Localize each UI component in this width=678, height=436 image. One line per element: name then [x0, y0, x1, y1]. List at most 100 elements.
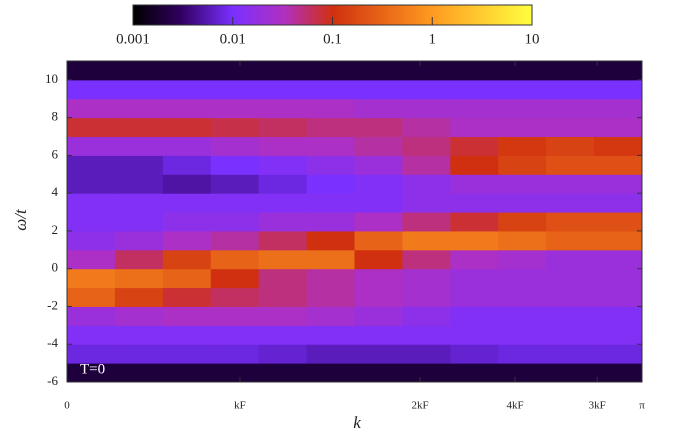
heatmap-cell — [594, 249, 643, 270]
heatmap-cell — [546, 363, 595, 383]
heatmap-cell — [67, 325, 116, 345]
plot-frame — [66, 60, 643, 383]
heatmap-cell — [114, 212, 164, 232]
heatmap-cell — [450, 136, 499, 156]
heatmap-cell — [450, 344, 499, 364]
x-tick-label: 0 — [64, 400, 70, 412]
heatmap-cell — [258, 363, 308, 383]
heatmap-cell — [67, 306, 116, 326]
y-tick-label: -2 — [47, 297, 58, 312]
heatmap-cell — [162, 79, 212, 100]
heatmap-cell — [450, 268, 499, 289]
heatmap-cell — [306, 344, 355, 364]
heatmap-cell — [210, 268, 260, 289]
heatmap-cell — [594, 136, 643, 156]
heatmap-cell — [114, 268, 164, 289]
heatmap-cell — [67, 61, 116, 81]
annotation: T=0 — [80, 361, 105, 377]
heatmap-cell — [402, 363, 451, 383]
heatmap-cell — [546, 174, 595, 194]
heatmap-cell — [67, 344, 116, 364]
heatmap-cell — [594, 79, 643, 100]
y-tick-label: -4 — [47, 335, 58, 350]
heatmap-cell — [162, 61, 212, 81]
heatmap-cell — [594, 98, 643, 119]
heatmap-cell — [354, 61, 403, 81]
heatmap-cell — [594, 306, 643, 326]
heatmap-cell — [402, 98, 451, 119]
heatmap-cell — [114, 249, 164, 270]
heatmap-cell — [354, 136, 403, 156]
heatmap-cell — [546, 61, 595, 81]
y-tick-label: 4 — [52, 184, 59, 199]
y-tick-label: 10 — [45, 71, 58, 86]
heatmap-cell — [594, 325, 643, 345]
heatmap-cell — [450, 212, 499, 232]
heatmap-cell — [67, 79, 116, 100]
heatmap-cell — [306, 136, 355, 156]
heatmap-cell — [402, 287, 451, 307]
heatmap-cell — [114, 155, 164, 175]
heatmap-cell — [354, 212, 403, 232]
heatmap-cell — [354, 79, 403, 100]
heatmap-cell — [450, 306, 499, 326]
heatmap-cell — [546, 98, 595, 119]
heatmap-cell — [258, 325, 308, 345]
heatmap-cell — [450, 230, 499, 251]
heatmap-cell — [450, 117, 499, 138]
colorbar-tick-label: 0.001 — [116, 31, 150, 47]
heatmap-cell — [258, 155, 308, 175]
heatmap-cell — [498, 174, 547, 194]
heatmap-cell — [402, 79, 451, 100]
heatmap-cell — [67, 268, 116, 289]
heatmap-cell — [258, 98, 308, 119]
heatmap-cell — [594, 230, 643, 251]
heatmap-cell — [450, 79, 499, 100]
heatmap-cell — [306, 155, 355, 175]
heatmap-cell — [498, 268, 547, 289]
heatmap-cell — [450, 193, 499, 213]
heatmap-cell — [546, 193, 595, 213]
heatmap-cell — [594, 268, 643, 289]
heatmap-cell — [354, 174, 403, 194]
heatmap-cell — [258, 193, 308, 213]
heatmap-cell — [450, 61, 499, 81]
heatmap-cell — [306, 230, 355, 251]
colorbar-tick-label: 0.01 — [220, 31, 246, 47]
heatmap-cell — [258, 117, 308, 138]
heatmap-cell — [402, 155, 451, 175]
heatmap-cell — [498, 325, 547, 345]
heatmap-cell — [402, 61, 451, 81]
heatmap-cell — [306, 325, 355, 345]
heatmap-cell — [258, 268, 308, 289]
colorbar-tick-label: 0.1 — [323, 31, 342, 47]
y-tick-label: 0 — [52, 260, 59, 275]
heatmap-cell — [306, 174, 355, 194]
heatmap-cell — [67, 98, 116, 119]
heatmap-cell — [258, 212, 308, 232]
heatmap-cell — [354, 325, 403, 345]
heatmap-cell — [402, 136, 451, 156]
heatmap-cell — [67, 363, 116, 383]
heatmap-cell — [402, 306, 451, 326]
heatmap-cell — [498, 212, 547, 232]
heatmap-cell — [402, 230, 451, 251]
heatmap-cell — [210, 363, 260, 383]
y-tick-label: -6 — [47, 373, 58, 388]
heatmap-cell — [258, 136, 308, 156]
heatmap-cell — [402, 344, 451, 364]
heatmap-cell — [354, 230, 403, 251]
heatmap-cell — [498, 79, 547, 100]
x-tick-label: kF — [234, 400, 246, 412]
heatmap-cell — [258, 249, 308, 270]
heatmap-cell — [354, 306, 403, 326]
heatmap-cell — [258, 230, 308, 251]
colorbar-tick-label: 10 — [525, 31, 540, 47]
heatmap-cell — [114, 306, 164, 326]
heatmap-cell — [450, 174, 499, 194]
heatmap-cell — [258, 79, 308, 100]
heatmap-cell — [546, 230, 595, 251]
heatmap-cell — [114, 98, 164, 119]
heatmap-cell — [594, 117, 643, 138]
heatmap-cell — [114, 79, 164, 100]
